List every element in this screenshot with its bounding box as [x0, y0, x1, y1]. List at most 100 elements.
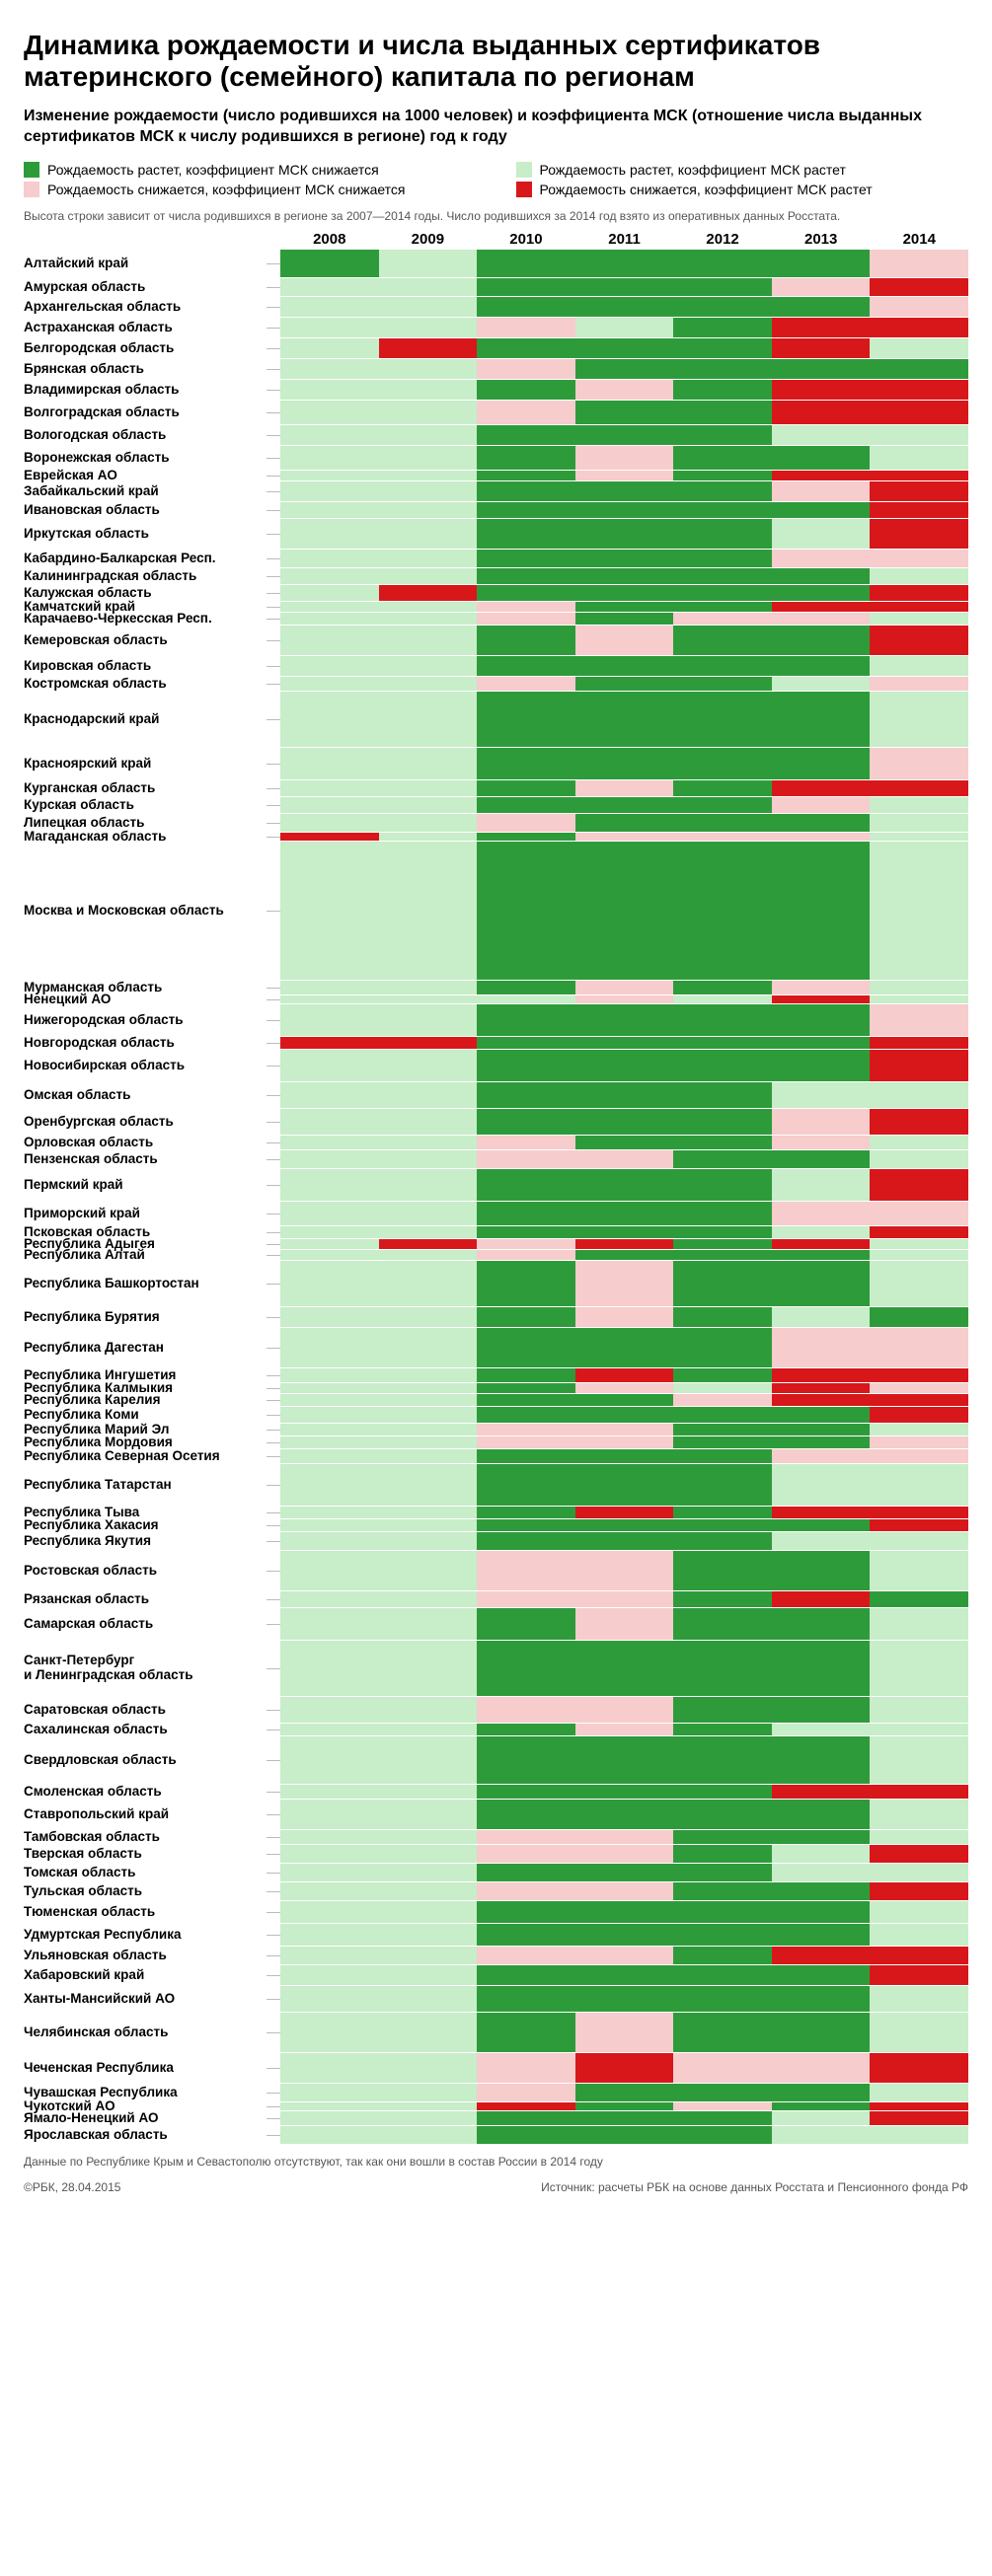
row-label-col: Курская область [24, 797, 280, 813]
table-row: Забайкальский край [24, 481, 968, 501]
leader-line [267, 2135, 280, 2136]
heatmap-cell [477, 1864, 575, 1881]
heatmap-cell [673, 626, 772, 655]
heatmap-cell [280, 1736, 379, 1784]
heatmap-cell [280, 1800, 379, 1829]
heatmap-cell [280, 1724, 379, 1735]
heatmap-cell [673, 1697, 772, 1723]
row-cells [280, 1965, 968, 1985]
heatmap-cell [379, 1800, 478, 1829]
leader-line [267, 823, 280, 824]
heatmap-cell [280, 471, 379, 480]
heatmap-cell [673, 278, 772, 296]
heatmap-cell [379, 1608, 478, 1640]
heatmap-cell [575, 1986, 674, 2012]
heatmap-cell [673, 833, 772, 841]
heatmap-cell [870, 1050, 968, 1081]
table-row: Республика Карелия [24, 1394, 968, 1406]
heatmap-cell [477, 1551, 575, 1590]
leader-line [267, 1624, 280, 1625]
region-label: Челябинская область [24, 2025, 182, 2040]
heatmap-cell [575, 1608, 674, 1640]
heatmap-cell [772, 1037, 871, 1049]
heatmap-cell [477, 471, 575, 480]
heatmap-cell [575, 1307, 674, 1327]
heatmap-cell [477, 1882, 575, 1900]
legend-item: Рождаемость растет, коэффициент МСК сниж… [24, 162, 477, 178]
heatmap-cell [772, 1608, 871, 1640]
heatmap-cell [280, 380, 379, 400]
region-label: Тамбовская область [24, 1830, 174, 1845]
heatmap-cell [870, 1785, 968, 1799]
region-label: Курская область [24, 798, 148, 813]
heatmap-cell [379, 1368, 478, 1382]
heatmap-cell [772, 2053, 871, 2083]
heatmap-cell [673, 814, 772, 832]
heatmap-cell [575, 1407, 674, 1423]
heatmap-cell [772, 1202, 871, 1225]
heatmap-cell [772, 471, 871, 480]
region-label: Ростовская область [24, 1564, 171, 1579]
heatmap-cell [870, 1947, 968, 1964]
region-label: Курганская область [24, 781, 169, 796]
heatmap-cell [575, 502, 674, 518]
row-cells [280, 1519, 968, 1531]
heatmap-cell [772, 1250, 871, 1260]
row-label-col: Республика Хакасия [24, 1519, 280, 1531]
row-label-col: Курганская область [24, 780, 280, 796]
row-cells [280, 1785, 968, 1799]
heatmap-cell [477, 1532, 575, 1550]
heatmap-cell [379, 425, 478, 445]
heatmap-cell [870, 318, 968, 337]
table-row: Курганская область [24, 780, 968, 796]
row-cells [280, 748, 968, 779]
heatmap-cell [280, 297, 379, 317]
heatmap-cell [673, 1037, 772, 1049]
table-row: Республика Дагестан [24, 1328, 968, 1367]
heatmap-cell [772, 613, 871, 625]
heatmap-cell [575, 814, 674, 832]
region-label: Пермский край [24, 1178, 137, 1193]
heatmap-cell [477, 1050, 575, 1081]
heatmap-cell [280, 1050, 379, 1081]
row-label-col: Самарская область [24, 1608, 280, 1640]
row-label-col: Новгородская область [24, 1037, 280, 1049]
row-cells [280, 1507, 968, 1518]
heatmap-cell [477, 1800, 575, 1829]
row-label-col: Республика Дагестан [24, 1328, 280, 1367]
legend-item: Рождаемость снижается, коэффициент МСК с… [24, 182, 477, 197]
row-cells [280, 1037, 968, 1049]
heatmap-cell [477, 1608, 575, 1640]
region-label: Забайкальский край [24, 484, 173, 499]
row-cells [280, 692, 968, 747]
heatmap-cell [379, 995, 478, 1003]
heatmap-cell [870, 338, 968, 358]
heatmap-cell [870, 2126, 968, 2144]
heatmap-cell [280, 1436, 379, 1448]
row-cells [280, 1368, 968, 1382]
heatmap-cell [280, 1250, 379, 1260]
heatmap-cell [870, 1394, 968, 1406]
region-label: Республика Татарстан [24, 1478, 186, 1493]
heatmap-cell [772, 1785, 871, 1799]
leader-line [267, 1571, 280, 1572]
heatmap-cell [280, 626, 379, 655]
heatmap-cell [673, 1947, 772, 1964]
heatmap-cell [673, 318, 772, 337]
table-row: Мурманская область [24, 981, 968, 994]
leader-line [267, 764, 280, 765]
table-row: Чеченская Республика [24, 2053, 968, 2083]
heatmap-cell [477, 1785, 575, 1799]
heatmap-cell [870, 1202, 968, 1225]
row-cells [280, 981, 968, 994]
legend-label: Рождаемость снижается, коэффициент МСК р… [540, 182, 873, 197]
heatmap-cell [477, 278, 575, 296]
row-cells [280, 1882, 968, 1900]
heatmap-cell [772, 1239, 871, 1249]
heatmap-cell [379, 1169, 478, 1201]
leader-line [267, 1415, 280, 1416]
footer-note: Данные по Республике Крым и Севастополю … [24, 2155, 968, 2169]
heatmap-cell [673, 1328, 772, 1367]
table-row: Калининградская область [24, 568, 968, 584]
heatmap-cell [673, 748, 772, 779]
